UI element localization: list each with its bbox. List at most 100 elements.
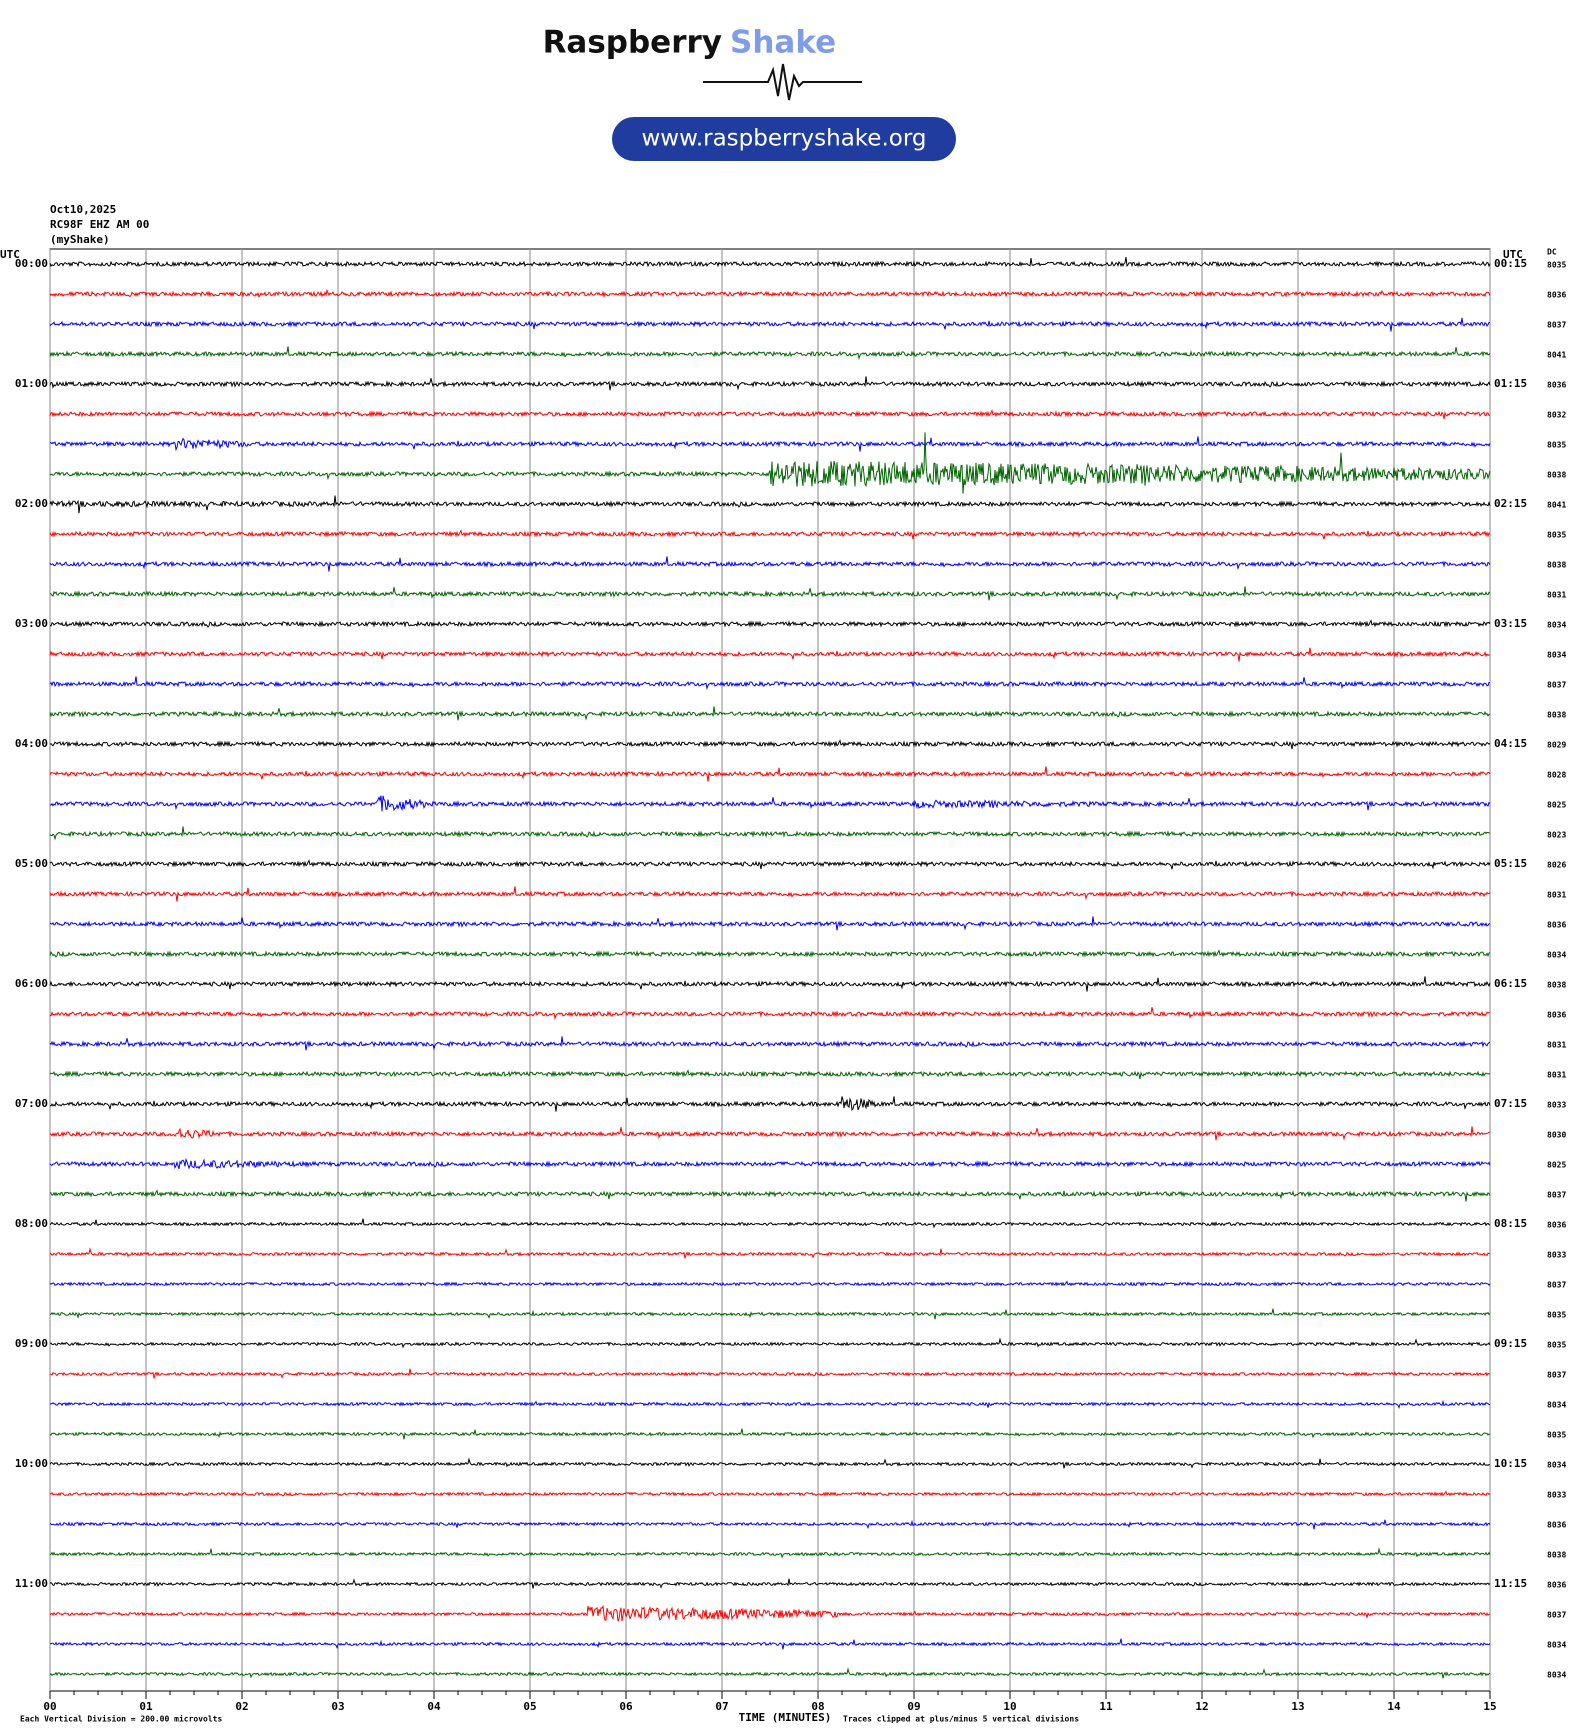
dc-value: 8038 xyxy=(1547,711,1566,720)
left-time-label: 11:00 xyxy=(15,1577,48,1590)
right-time-label: 10:15 xyxy=(1494,1457,1527,1470)
trace xyxy=(49,1007,1491,1021)
dc-value: 8036 xyxy=(1547,291,1566,300)
trace xyxy=(49,1667,1491,1679)
footer-right: Traces clipped at plus/minus 5 vertical … xyxy=(843,1714,1079,1724)
dc-value: 8033 xyxy=(1547,1251,1566,1260)
left-time-label: 02:00 xyxy=(15,497,48,510)
trace xyxy=(49,1308,1491,1320)
dc-value: 8033 xyxy=(1547,1491,1566,1500)
dc-value: 8034 xyxy=(1547,1641,1566,1650)
trace xyxy=(49,739,1491,750)
trace xyxy=(49,1490,1491,1497)
x-tick-label: 07 xyxy=(715,1700,728,1713)
trace xyxy=(49,436,1491,452)
trace xyxy=(49,256,1491,268)
trace xyxy=(49,1126,1491,1141)
trace xyxy=(49,1069,1491,1080)
trace xyxy=(49,1280,1491,1287)
brand-name: Raspberry xyxy=(543,25,722,61)
trace xyxy=(49,346,1491,361)
dc-value: 8035 xyxy=(1547,1311,1566,1320)
dc-value: 8038 xyxy=(1547,471,1566,480)
left-axis-title: UTC xyxy=(0,248,20,261)
trace xyxy=(49,676,1491,691)
dc-value: 8037 xyxy=(1547,321,1566,330)
right-time-label: 11:15 xyxy=(1494,1577,1527,1590)
x-tick-label: 14 xyxy=(1387,1700,1401,1713)
dc-value: 8036 xyxy=(1547,1011,1566,1020)
dc-value: 8037 xyxy=(1547,1611,1566,1620)
dc-value: 8035 xyxy=(1547,261,1566,270)
right-time-label: 06:15 xyxy=(1494,977,1527,990)
dc-value: 8026 xyxy=(1547,861,1566,870)
dc-value: 8037 xyxy=(1547,681,1566,690)
dc-value: 8036 xyxy=(1547,1521,1566,1530)
trace xyxy=(49,495,1491,514)
dc-value: 8031 xyxy=(1547,1071,1566,1080)
trace xyxy=(49,317,1491,332)
trace xyxy=(49,886,1491,902)
trace xyxy=(49,1368,1491,1379)
dc-value: 8038 xyxy=(1547,981,1566,990)
dc-value: 8034 xyxy=(1547,1401,1566,1410)
trace xyxy=(49,1604,1491,1622)
trace xyxy=(49,976,1491,992)
trace xyxy=(49,529,1491,540)
x-tick-label: 01 xyxy=(139,1700,153,1713)
dc-value: 8037 xyxy=(1547,1191,1566,1200)
dc-value: 8041 xyxy=(1547,351,1566,360)
dc-value: 8034 xyxy=(1547,1461,1566,1470)
right-time-label: 04:15 xyxy=(1494,737,1527,750)
right-time-label: 05:15 xyxy=(1494,857,1527,870)
trace xyxy=(49,288,1491,299)
trace xyxy=(49,1189,1491,1202)
x-tick-label: 04 xyxy=(427,1700,441,1713)
right-time-label: 08:15 xyxy=(1494,1217,1527,1230)
right-time-label: 02:15 xyxy=(1494,497,1527,510)
trace xyxy=(49,1337,1491,1349)
trace xyxy=(49,1547,1491,1559)
dc-value: 8034 xyxy=(1547,1671,1566,1680)
left-time-label: 08:00 xyxy=(15,1217,48,1230)
url-pill[interactable] xyxy=(612,117,956,161)
trace xyxy=(49,1218,1491,1229)
trace xyxy=(49,826,1491,841)
dc-value: 8035 xyxy=(1547,531,1566,540)
x-axis-title: TIME (MINUTES) xyxy=(739,1711,832,1724)
trace xyxy=(49,1638,1491,1650)
trace xyxy=(49,409,1491,420)
right-time-label: 09:15 xyxy=(1494,1337,1527,1350)
x-tick-label: 15 xyxy=(1483,1700,1496,1713)
x-tick-label: 02 xyxy=(235,1700,248,1713)
trace xyxy=(49,647,1491,662)
right-axis-title: UTC xyxy=(1503,248,1523,261)
trace xyxy=(49,1157,1491,1170)
x-tick-label: 10 xyxy=(1003,1700,1016,1713)
trace xyxy=(49,432,1491,494)
dc-value: 8032 xyxy=(1547,411,1566,420)
x-tick-label: 00 xyxy=(43,1700,56,1713)
dc-value: 8035 xyxy=(1547,441,1566,450)
x-tick-label: 03 xyxy=(331,1700,344,1713)
dc-value: 8037 xyxy=(1547,1281,1566,1290)
dc-value: 8035 xyxy=(1547,1341,1566,1350)
dc-value: 8041 xyxy=(1547,501,1566,510)
dc-value: 8030 xyxy=(1547,1131,1566,1140)
dc-value: 8025 xyxy=(1547,801,1566,810)
left-time-label: 10:00 xyxy=(15,1457,48,1470)
trace xyxy=(49,1428,1491,1440)
left-time-label: 09:00 xyxy=(15,1337,48,1350)
x-tick-label: 11 xyxy=(1099,1700,1113,1713)
trace xyxy=(49,949,1491,958)
left-time-label: 00:00 xyxy=(15,257,48,270)
trace xyxy=(49,1247,1491,1259)
x-tick-label: 08 xyxy=(811,1700,824,1713)
x-tick-label: 05 xyxy=(523,1700,536,1713)
date: Oct10,2025 xyxy=(50,203,116,216)
url[interactable]: www.raspberryshake.org xyxy=(642,126,927,152)
brand-name-accent: Shake xyxy=(730,25,836,61)
left-time-label: 06:00 xyxy=(15,977,48,990)
